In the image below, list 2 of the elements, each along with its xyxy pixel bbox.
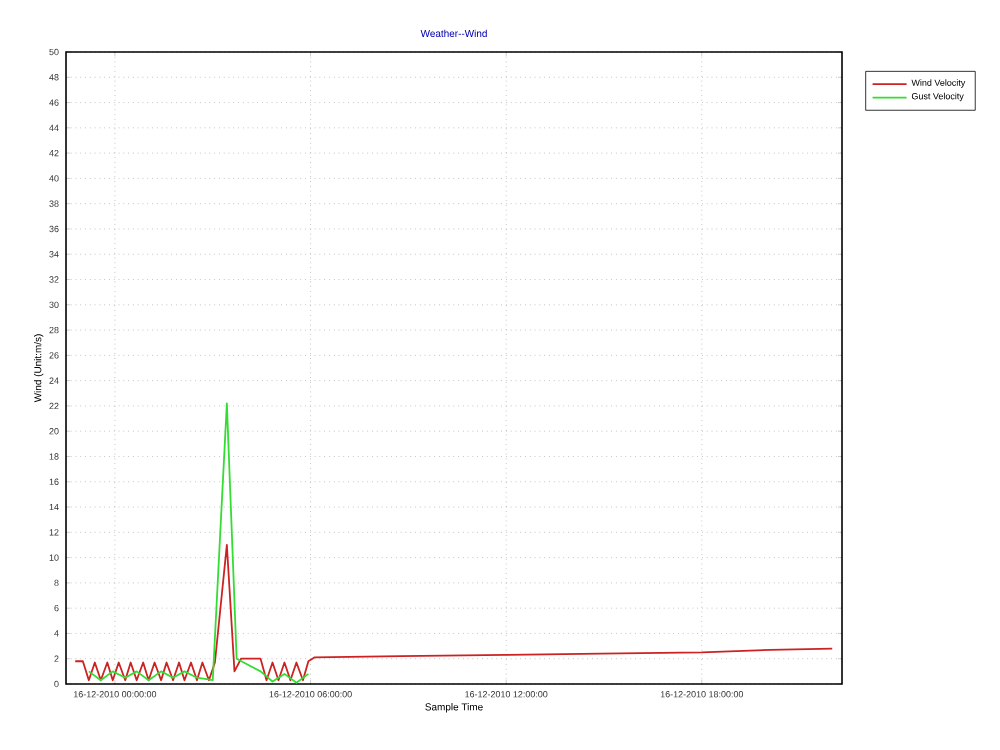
line-series (74, 544, 834, 682)
line-series (87, 402, 310, 684)
